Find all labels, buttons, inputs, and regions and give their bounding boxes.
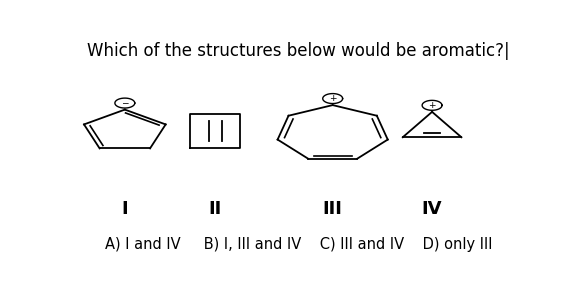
Text: +: +: [429, 101, 436, 110]
Text: A) I and IV     B) I, III and IV    C) III and IV    D) only III: A) I and IV B) I, III and IV C) III and …: [105, 238, 493, 253]
Text: I: I: [121, 200, 128, 218]
Text: +: +: [329, 94, 336, 103]
Text: Which of the structures below would be aromatic?|: Which of the structures below would be a…: [87, 42, 510, 60]
Text: IV: IV: [422, 200, 442, 218]
Text: −: −: [121, 98, 129, 108]
Text: III: III: [323, 200, 343, 218]
Text: II: II: [209, 200, 222, 218]
